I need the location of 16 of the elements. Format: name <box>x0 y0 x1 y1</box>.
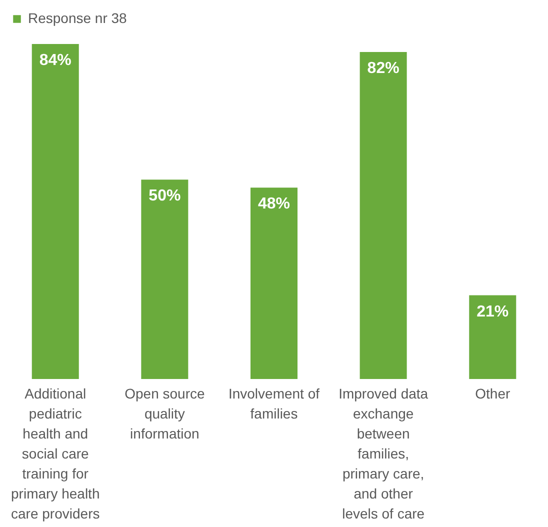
data-label: 82% <box>367 60 400 77</box>
x-tick-label: Involvement of families <box>228 386 320 422</box>
data-label: 84% <box>39 52 72 69</box>
bar <box>32 44 79 379</box>
data-label: 48% <box>258 196 290 213</box>
x-tick-label: Open source quality information <box>124 386 205 442</box>
x-tick-label: Additional pediatric health and social care training for primary health care providers <box>11 386 100 522</box>
bar <box>360 52 407 379</box>
x-tick-label: Improved data exchange between families, primary care, and other levels of care <box>338 386 428 522</box>
x-tick-label: Other <box>475 386 510 402</box>
bar <box>469 295 516 379</box>
data-label: 50% <box>148 188 181 205</box>
bar <box>141 180 188 379</box>
data-label: 21% <box>476 303 509 320</box>
bar <box>250 188 298 379</box>
legend-label: Response nr 38 <box>28 10 128 26</box>
